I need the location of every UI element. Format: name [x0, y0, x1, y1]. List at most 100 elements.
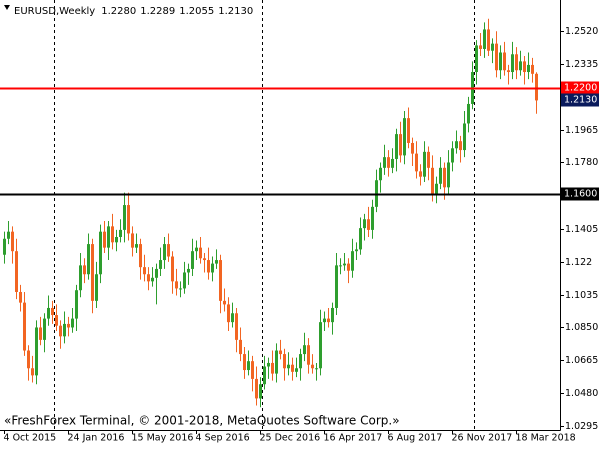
candle-body [507, 70, 510, 73]
candle-body [495, 43, 498, 71]
candle-body [63, 323, 66, 337]
y-tick-label: 1.0850 [565, 322, 598, 333]
candle-body [199, 247, 202, 259]
candle-body [143, 267, 146, 275]
x-tick-label: 15 May 2016 [132, 433, 194, 444]
candle-body [463, 123, 466, 151]
candle-body [523, 61, 526, 73]
candle-body [419, 171, 422, 177]
candle-body [55, 315, 58, 326]
y-tick-label: 1.1035 [565, 290, 598, 301]
candle-body [387, 157, 390, 168]
x-tick-label: 16 Apr 2017 [324, 433, 383, 444]
candle-body [95, 274, 98, 301]
candle-body [299, 354, 302, 369]
x-tick-label: 4 Sep 2016 [196, 433, 250, 444]
candle-body [503, 52, 506, 71]
candle-body [203, 258, 206, 261]
candle-body [271, 362, 274, 374]
candle-body [31, 368, 34, 376]
candle-body [35, 327, 38, 376]
candle-body [59, 325, 62, 337]
candle-body [367, 219, 370, 230]
candle-body [115, 236, 118, 243]
candle-body [411, 142, 414, 154]
candle-body [343, 263, 346, 266]
candle-body [87, 244, 90, 275]
y-tick-label: 1.0295 [565, 421, 598, 432]
symbol: EURUSD,Weekly [14, 6, 95, 17]
candle-body [11, 231, 14, 252]
candle-body [359, 228, 362, 250]
header-icon [4, 5, 10, 10]
candle-body [287, 364, 290, 369]
candle-body [447, 162, 450, 188]
candle-body [119, 229, 122, 237]
x-tick-label: 26 Nov 2017 [452, 433, 513, 444]
candle-body [7, 231, 10, 239]
candle-body [487, 29, 490, 51]
candle-body [407, 118, 410, 143]
candle-body [371, 206, 374, 230]
candle-body [475, 45, 478, 73]
candle-body [247, 361, 250, 371]
y-tick-label: 1.1965 [565, 125, 598, 136]
quote-close: 1.2130 [218, 6, 253, 17]
candle-body [159, 260, 162, 269]
level-box [561, 187, 599, 201]
candle-body [239, 339, 242, 355]
x-tick-label: 18 Mar 2018 [516, 433, 576, 444]
current-price-label: 1.2130 [564, 95, 597, 106]
candle-body [303, 345, 306, 355]
candle-body [331, 307, 334, 323]
candle-body [67, 323, 70, 328]
candle-body [267, 362, 270, 367]
candle-body [491, 43, 494, 51]
candle-body [131, 233, 134, 248]
y-tick-label: 1.0480 [565, 388, 598, 399]
candle-body [215, 260, 218, 264]
candle-body [179, 288, 182, 290]
candle-body [459, 141, 462, 151]
candle-body [127, 205, 130, 234]
candle-body [291, 364, 294, 372]
candle-body [399, 134, 402, 156]
candle-body [395, 134, 398, 159]
candle-body [47, 307, 50, 319]
candle-body [323, 318, 326, 323]
level-box [561, 81, 599, 95]
candle-body [43, 318, 46, 340]
candle-body [483, 29, 486, 49]
candle-body [183, 272, 186, 289]
candle-body [443, 167, 446, 188]
candle-body [219, 260, 222, 301]
candle-body [467, 103, 470, 124]
candle-body [175, 281, 178, 289]
x-tick-label: 25 Dec 2016 [260, 433, 321, 444]
candle-body [235, 313, 238, 340]
candle-body [391, 158, 394, 168]
candle-body [195, 247, 198, 252]
candle-body [355, 249, 358, 252]
candle-body [347, 263, 350, 271]
plot-area [3, 18, 538, 408]
candle-body [39, 327, 42, 340]
quote-low: 1.2055 [179, 6, 214, 17]
candle-body [295, 368, 298, 372]
candle-body [251, 361, 254, 379]
y-tick-label: 1.2520 [565, 26, 598, 37]
candle-body [51, 307, 54, 316]
candle-body [519, 61, 522, 71]
candle-body [451, 148, 454, 163]
candle-body [327, 318, 330, 323]
candle-body [27, 350, 30, 369]
candle-body [15, 251, 18, 292]
candle-body [91, 244, 94, 301]
candle-body [499, 52, 502, 71]
candle-body [455, 141, 458, 149]
candle-body [187, 268, 190, 273]
x-tick-label: 6 Aug 2017 [388, 433, 443, 444]
candle-body [211, 263, 214, 273]
candle-body [23, 302, 26, 351]
chart-header: EURUSD,Weekly 1.2280 1.2289 1.2055 1.2130 [14, 6, 253, 17]
